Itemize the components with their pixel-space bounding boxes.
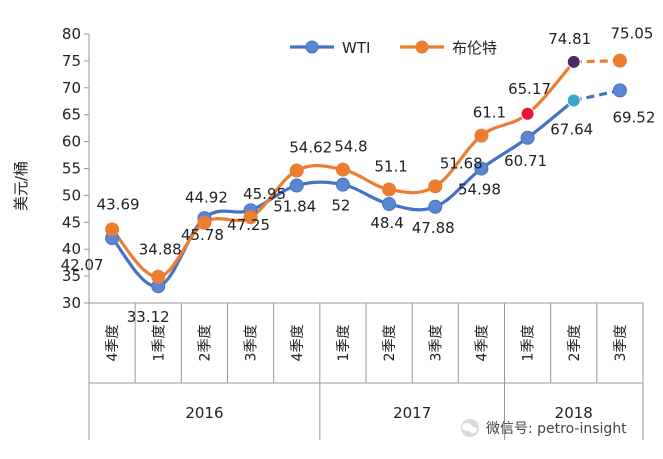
category-label: 1季度 [521, 325, 537, 362]
category-label: 2季度 [197, 325, 213, 362]
year-labels: 2016 2017 2018 [185, 404, 593, 422]
category-label: 1季度 [336, 325, 352, 362]
data-label: 42.07 [61, 256, 104, 274]
data-point [566, 54, 581, 69]
y-tick-label: 75 [62, 52, 81, 70]
category-label: 4季度 [474, 325, 490, 362]
data-label: 75.05 [610, 25, 653, 43]
data-point [612, 53, 627, 68]
data-label: 47.25 [227, 216, 270, 234]
y-tick-label: 80 [62, 25, 81, 43]
category-label: 4季度 [105, 325, 121, 362]
y-tick-label: 70 [62, 79, 81, 97]
data-label: 34.88 [139, 241, 182, 259]
data-label: 51.1 [374, 157, 407, 175]
axes: 30 35 40 45 50 55 60 65 70 75 80 [62, 25, 644, 440]
data-point [289, 178, 304, 193]
data-label: 47.88 [412, 219, 455, 237]
legend: WTI 布伦特 [290, 39, 497, 57]
category-label: 3季度 [428, 325, 444, 362]
y-tick-label: 45 [62, 213, 81, 231]
year-label: 2016 [185, 404, 223, 422]
category-labels: 4季度 1季度 2季度 3季度 4季度 1季度 2季度 3季度 4季度 1季度 2季度 3季度 [105, 325, 629, 362]
data-point [612, 83, 627, 98]
data-point [289, 163, 304, 178]
category-label: 2季度 [567, 325, 583, 362]
category-label: 3季度 [244, 325, 260, 362]
data-label: 74.81 [548, 30, 591, 48]
legend-marker [415, 40, 429, 54]
data-point [428, 179, 443, 194]
category-label: 2季度 [382, 325, 398, 362]
data-point [382, 182, 397, 197]
data-point [335, 177, 350, 192]
series-markers [105, 53, 627, 294]
data-label: 48.4 [370, 214, 403, 232]
data-label: 33.12 [127, 308, 170, 326]
y-axis-label: 美元/桶 [12, 161, 30, 211]
data-label: 67.64 [550, 120, 593, 138]
data-label: 45.78 [181, 226, 224, 244]
data-point [474, 161, 489, 176]
series-line-forecast [573, 59, 620, 64]
wechat-icon [461, 419, 479, 437]
data-label: 51.84 [273, 198, 316, 216]
y-tick-label: 35 [62, 267, 81, 285]
data-point [474, 128, 489, 143]
data-label: 54.62 [289, 139, 332, 157]
data-label: 60.71 [504, 152, 547, 170]
series-line-forecast [573, 88, 621, 103]
y-tick-label: 55 [62, 160, 81, 178]
data-label: 54.98 [458, 181, 501, 199]
y-tick-label: 30 [62, 294, 81, 312]
data-point [520, 106, 535, 121]
data-label: 65.17 [508, 80, 551, 98]
data-point [197, 215, 212, 230]
watermark-text: 微信号: petro-insight [486, 421, 627, 437]
watermark: 微信号: petro-insight [461, 419, 627, 437]
data-point [105, 222, 120, 237]
legend-label: 布伦特 [452, 39, 497, 57]
data-point [243, 210, 258, 225]
data-label: 44.92 [185, 189, 228, 207]
data-point [566, 93, 581, 108]
category-label: 1季度 [151, 325, 167, 362]
data-point [335, 162, 350, 177]
category-label: 4季度 [290, 325, 306, 362]
y-tick-label: 60 [62, 133, 81, 151]
year-label: 2017 [393, 404, 431, 422]
data-point [382, 197, 397, 212]
category-label: 3季度 [613, 325, 629, 362]
legend-marker [305, 40, 319, 54]
data-point [520, 130, 535, 145]
y-tick-label: 40 [62, 240, 81, 258]
year-label: 2018 [555, 404, 593, 422]
data-label: 69.52 [612, 108, 655, 126]
data-point [151, 269, 166, 284]
data-label: 61.1 [473, 104, 506, 122]
data-point [428, 199, 443, 214]
data-label: 43.69 [97, 195, 140, 213]
data-label: 52 [331, 197, 350, 215]
legend-label: WTI [342, 39, 370, 57]
y-tick-label: 65 [62, 106, 81, 124]
data-label: 45.95 [243, 185, 286, 203]
data-label: 51.68 [440, 154, 483, 172]
data-label: 54.8 [334, 138, 367, 156]
y-tick-label: 50 [62, 186, 81, 204]
